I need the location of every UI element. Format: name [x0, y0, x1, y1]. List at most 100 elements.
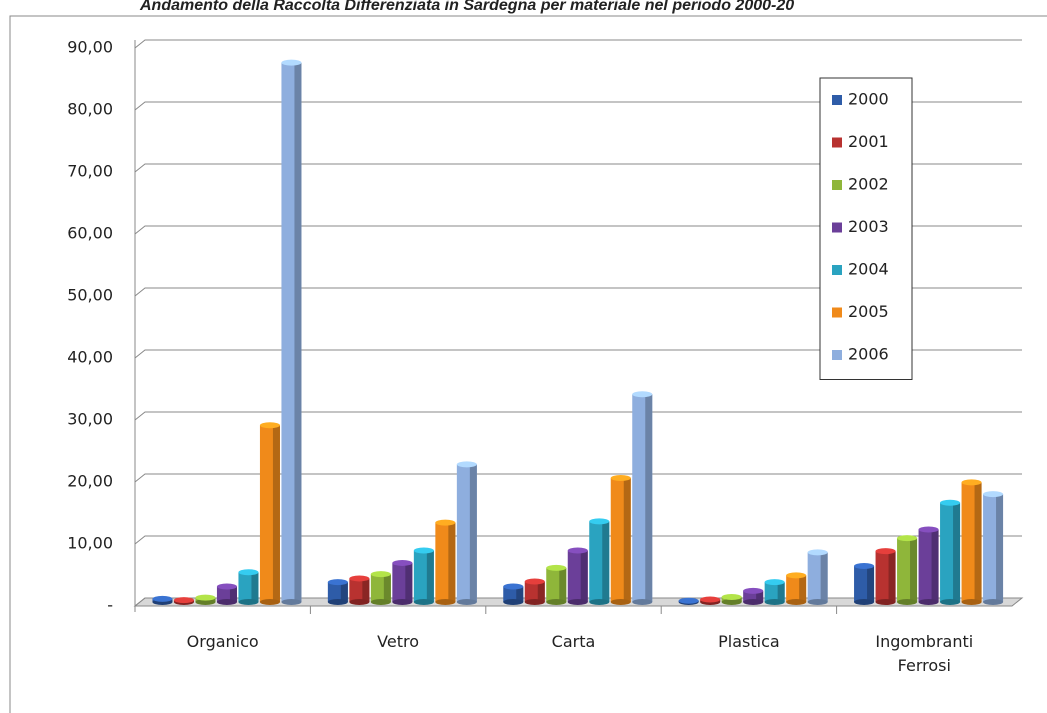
bar-base — [327, 599, 348, 605]
bar-cap — [983, 491, 1004, 498]
legend-swatch — [832, 137, 842, 148]
bar-shade — [645, 394, 653, 602]
bar-shade — [931, 529, 939, 602]
bar-shade — [777, 582, 785, 602]
y-tick-label: 10,00 — [67, 534, 113, 553]
bar-cap — [546, 564, 567, 571]
y-tick-label: 20,00 — [67, 472, 113, 491]
y-tick-label: 50,00 — [67, 286, 113, 305]
bar-shade — [910, 538, 918, 602]
bar-shade — [559, 567, 567, 602]
bar-cap — [216, 583, 237, 590]
chart-frame — [9, 15, 1047, 713]
bar-shade — [426, 550, 434, 602]
bar-cap — [700, 596, 721, 603]
bar-shade — [799, 575, 807, 602]
bar-base — [413, 599, 434, 605]
bar-cap — [854, 563, 875, 570]
y-tick-label: 90,00 — [67, 38, 113, 57]
bar-shade — [340, 582, 348, 602]
bar-base — [216, 599, 237, 605]
bar-shade — [294, 62, 302, 603]
bar-shade — [996, 494, 1004, 602]
legend-swatch — [832, 222, 842, 233]
bar-shade — [537, 581, 545, 602]
x-tick-label: Plastica — [718, 632, 780, 651]
grid-line — [134, 473, 1022, 483]
bar-shade — [448, 522, 456, 602]
bar-cap — [195, 594, 216, 601]
bar-cap — [524, 578, 545, 585]
bar-cap — [503, 583, 524, 590]
grid-line — [134, 163, 1022, 173]
bar-cap — [807, 549, 828, 556]
bar-base — [456, 599, 477, 605]
bar-shade — [974, 482, 982, 602]
grid-line — [134, 39, 1022, 49]
bar-cap — [764, 579, 785, 586]
bar-base — [940, 599, 961, 605]
grid-line — [134, 411, 1022, 421]
bar-base — [392, 599, 413, 605]
bar-shade — [602, 521, 610, 602]
bar-shade — [820, 552, 828, 602]
bar-base — [589, 599, 610, 605]
bar-base — [195, 599, 216, 605]
bar-cap — [435, 519, 456, 526]
y-tick-label: 30,00 — [67, 410, 113, 429]
bar-cap — [589, 518, 610, 525]
y-tick-label: 40,00 — [67, 348, 113, 367]
y-tick-label: 70,00 — [67, 162, 113, 181]
bar-cap — [678, 597, 699, 604]
bar-cap — [456, 461, 477, 468]
bar-base — [503, 599, 524, 605]
bar — [743, 590, 764, 602]
bar-shade — [405, 562, 413, 602]
bar-base — [546, 599, 567, 605]
y-tick-label: 80,00 — [67, 100, 113, 119]
bar-shade — [623, 478, 631, 602]
bar-base — [854, 599, 875, 605]
bar-base — [435, 599, 456, 605]
legend-label: 2001 — [848, 132, 889, 151]
bar-cap — [173, 597, 194, 604]
bar-base — [524, 599, 545, 605]
bar-shade — [734, 597, 742, 602]
legend-label: 2004 — [848, 260, 889, 279]
bar-cap — [610, 475, 631, 481]
bar-cap — [238, 569, 259, 576]
bar-shade — [756, 590, 764, 602]
bar-cap — [632, 391, 653, 398]
grid-line — [134, 101, 1022, 111]
bar-shade — [229, 586, 237, 602]
bar-cap — [281, 59, 302, 66]
bar-cap — [152, 595, 173, 602]
bar-base — [983, 599, 1004, 605]
bar-cap — [413, 547, 434, 554]
grid-line — [134, 287, 1022, 297]
bar-shade — [867, 566, 875, 602]
bar-cap — [370, 571, 391, 578]
y-tick-label: - — [107, 596, 113, 615]
bar-base — [764, 599, 785, 605]
bar-base — [281, 599, 302, 605]
bar-cap — [961, 479, 982, 486]
bar-cap — [940, 499, 961, 506]
bar-cap — [392, 559, 413, 566]
bar-cap — [743, 587, 764, 594]
bar-cap — [327, 579, 348, 586]
bar-cap — [918, 526, 939, 533]
legend-swatch — [832, 350, 842, 360]
bar-shade — [580, 550, 588, 602]
x-tick-label: Vetro — [377, 632, 420, 651]
bar-base — [875, 599, 896, 605]
x-tick-label: Ingombranti Ferrosi — [875, 632, 974, 675]
bar-base — [567, 599, 588, 605]
chart-title: Andamento della Raccolta Differenziata i… — [139, 0, 794, 14]
bar-base — [721, 599, 742, 605]
legend-label: 2003 — [848, 217, 889, 236]
bar-cap — [567, 547, 588, 554]
x-tick-label: Carta — [551, 632, 596, 651]
bar-base — [743, 599, 764, 605]
